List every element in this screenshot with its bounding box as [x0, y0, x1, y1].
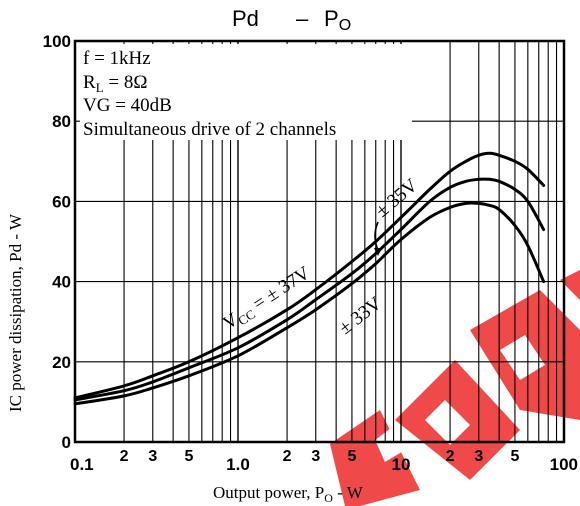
y-axis-label: IC power dissipation, Pd - W: [6, 213, 25, 412]
chart-title-po-main: P: [324, 6, 339, 31]
x-tick-label-minor: 3: [311, 448, 320, 465]
series-line-2: [73, 201, 546, 406]
y-tick-label: 0: [62, 433, 71, 452]
x-tick-label-minor: 5: [510, 448, 519, 465]
condition-load: RL = 8Ω: [83, 72, 147, 95]
condition-gain: VG = 40dB: [83, 95, 172, 116]
x-tick-label-major: 0.1: [70, 455, 94, 474]
condition-load-value: = 8Ω: [104, 72, 148, 93]
y-tick-label: 40: [52, 273, 71, 292]
condition-frequency: f = 1kHz: [83, 48, 151, 69]
series-label-35v-pointer: [374, 221, 379, 251]
x-tick-label-minor: 2: [120, 448, 129, 465]
x-tick-label-minor: 5: [184, 448, 193, 465]
x-tick-label-major: 10: [392, 455, 411, 474]
series-line-1: [73, 177, 546, 402]
curves: [73, 151, 546, 406]
series-line-0: [73, 151, 546, 400]
x-tick-label-major: 1.0: [226, 455, 250, 474]
y-tick-labels: 0 20 40 60 80 100: [43, 32, 71, 452]
x-tick-label-minor: 3: [474, 448, 483, 465]
condition-load-sub: L: [96, 80, 104, 95]
condition-drive: Simultaneous drive of 2 channels: [83, 119, 336, 140]
watermark-cutouts: [375, 335, 545, 462]
chart-title-dash: –: [296, 6, 309, 31]
x-tick-label-minor: 2: [446, 448, 455, 465]
chart-title-pd: Pd: [232, 6, 259, 31]
y-tick-label: 100: [43, 32, 71, 51]
y-tick-label: 60: [52, 192, 71, 211]
x-tick-label-minor: 5: [347, 448, 356, 465]
plot-frame: [73, 39, 566, 444]
x-tick-labels: 0.1 1.0 10 100 2 3 5 2 3 5 2 3 5: [70, 448, 578, 474]
x-axis-label-sub: O: [324, 491, 333, 505]
x-axis-label-unit: - W: [333, 483, 364, 502]
series-label-35v-arrowhead: [374, 248, 382, 256]
condition-load-r: R: [83, 72, 96, 93]
conditions-box: f = 1kHz RL = 8Ω VG = 40dB Simultaneous …: [80, 44, 412, 140]
x-axis-label: Output power, PO - W: [213, 483, 364, 505]
x-tick-label-major: 100: [550, 455, 578, 474]
x-axis-label-main: Output power, P: [213, 483, 324, 502]
y-tick-label: 80: [52, 112, 71, 131]
y-tick-label: 20: [52, 353, 71, 372]
series-label-33v: ± 33V: [335, 293, 386, 339]
x-tick-label-minor: 2: [283, 448, 292, 465]
x-tick-label-minor: 3: [148, 448, 157, 465]
chart-title-po-sub: O: [339, 17, 351, 34]
chart-title-po: PO: [324, 6, 351, 34]
